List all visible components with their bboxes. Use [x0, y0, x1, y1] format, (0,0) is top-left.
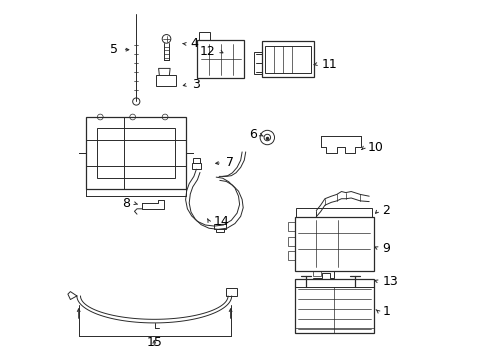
Bar — [199, 32, 210, 40]
Bar — [265, 46, 311, 73]
Bar — [226, 288, 237, 296]
Bar — [215, 224, 226, 229]
Bar — [294, 279, 374, 333]
Text: 13: 13 — [383, 275, 398, 288]
Bar — [254, 52, 262, 74]
Bar — [156, 75, 176, 86]
Text: 4: 4 — [190, 37, 198, 50]
Bar — [294, 217, 374, 271]
Text: 15: 15 — [147, 336, 162, 349]
Bar — [288, 237, 294, 246]
Bar — [192, 163, 201, 169]
Bar — [262, 41, 314, 77]
Text: 5: 5 — [110, 43, 118, 56]
Text: 14: 14 — [213, 215, 229, 228]
Bar — [86, 117, 186, 189]
Bar — [197, 40, 245, 78]
Bar — [313, 271, 320, 276]
Bar — [296, 208, 372, 217]
Bar — [288, 251, 294, 260]
Text: 9: 9 — [383, 242, 391, 255]
Text: 6: 6 — [248, 129, 257, 141]
Text: 1: 1 — [383, 305, 391, 318]
Text: 3: 3 — [192, 78, 199, 91]
Bar — [216, 229, 224, 232]
Text: 8: 8 — [122, 197, 130, 210]
Text: 7: 7 — [226, 156, 234, 169]
Text: 10: 10 — [368, 141, 384, 154]
Text: 11: 11 — [321, 58, 337, 71]
Text: 2: 2 — [383, 204, 391, 217]
Bar — [97, 128, 175, 178]
Bar — [288, 222, 294, 231]
Text: 12: 12 — [200, 45, 216, 58]
Bar — [193, 158, 199, 163]
